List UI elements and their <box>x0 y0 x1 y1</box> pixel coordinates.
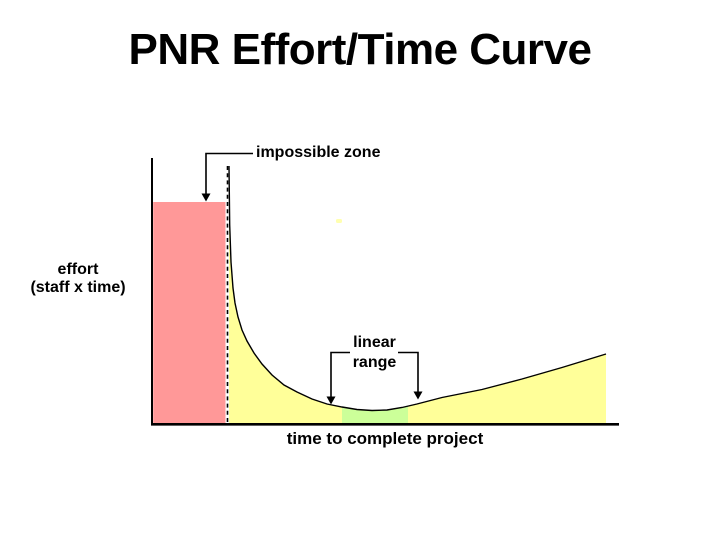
linear-range-left-arrowhead <box>326 396 336 405</box>
y-axis-label-line1: effort <box>57 261 99 278</box>
linear-range-left-arrow <box>330 351 350 398</box>
artifact-dot <box>336 219 342 223</box>
linear-range-area <box>342 406 408 424</box>
linear-range-label: linear range <box>331 333 418 373</box>
slide-title: PNR Effort/Time Curve <box>128 25 593 74</box>
y-axis-label: effort (staff x time) <box>8 261 148 297</box>
impossible-zone-arrow <box>205 152 253 194</box>
impossible-zone-area <box>153 202 226 424</box>
effort-curve-line <box>228 165 607 412</box>
linear-range-right-arrowhead <box>413 391 423 400</box>
linear-range-right-arrow <box>398 351 419 393</box>
impossible-zone-arrowhead <box>201 193 211 202</box>
impossible-zone-label: impossible zone <box>256 144 381 161</box>
linear-range-label-line1: linear <box>353 334 396 351</box>
x-axis-label: time to complete project <box>286 429 484 448</box>
y-axis-label-line2: (staff x time) <box>30 279 126 296</box>
linear-range-label-line2: range <box>352 354 397 371</box>
effort-area <box>229 166 606 424</box>
